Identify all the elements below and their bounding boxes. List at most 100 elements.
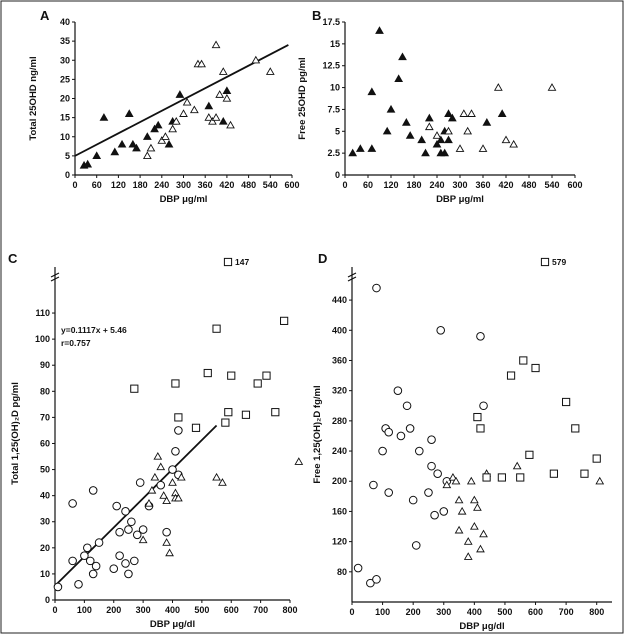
data-point: [212, 472, 221, 481]
data-point: [83, 543, 92, 553]
x-tick-label: 120: [111, 180, 126, 190]
data-point: [469, 495, 479, 504]
x-tick-label: 0: [72, 180, 77, 190]
data-point: [348, 148, 358, 157]
x-tick-label: 0: [349, 607, 354, 617]
data-point: [408, 495, 418, 505]
data-point: [218, 478, 227, 486]
data-point: [208, 116, 217, 125]
axis-break-mark: [50, 276, 60, 282]
data-point: [547, 83, 557, 91]
data-point: [476, 332, 485, 341]
data-point: [164, 139, 174, 148]
data-point: [427, 435, 436, 445]
x-tick-label: 180: [406, 180, 421, 190]
data-point: [473, 412, 482, 422]
x-tick-label: 700: [253, 605, 268, 615]
data-point: [512, 461, 522, 470]
y-tick-label: 50: [40, 465, 50, 475]
data-point: [80, 551, 89, 560]
data-point: [157, 136, 167, 144]
y-tick-label: 17.5: [322, 17, 340, 27]
panel-a: A 0 60 120 180 240 300 360 420 480 540 600 0 5 10 15 20 2…: [28, 8, 300, 205]
data-point: [203, 368, 212, 378]
data-point: [549, 469, 558, 478]
data-point: [440, 148, 450, 157]
data-point: [493, 83, 503, 91]
data-point: [83, 159, 93, 168]
y-tick-label: 160: [332, 506, 347, 516]
data-point: [405, 131, 415, 139]
data-point: [173, 493, 183, 502]
x-tick-label: 100: [77, 605, 92, 615]
panel-c: C 0 100 200 300 400 500 600 700 800 0 10 20 30 40 50 60 7…: [8, 251, 304, 630]
data-point: [115, 527, 124, 537]
data-point: [436, 325, 446, 335]
data-point: [144, 498, 154, 507]
data-point: [115, 551, 124, 560]
data-point: [482, 118, 492, 126]
data-point: [212, 324, 221, 333]
data-point: [204, 113, 214, 121]
data-point: [53, 582, 63, 592]
data-point: [174, 413, 183, 422]
data-point: [121, 507, 130, 516]
data-point: [393, 386, 403, 395]
data-point: [117, 139, 127, 148]
data-point: [439, 507, 449, 516]
data-point: [92, 151, 102, 160]
y-axis-title: Total 25OHD ng/ml: [28, 56, 39, 140]
data-point: [150, 472, 160, 481]
y-axis-title: Free 1,25(OH)₂D fg/ml: [312, 385, 323, 483]
data-point: [367, 144, 377, 152]
y-tick-label: 200: [332, 476, 347, 486]
data-point: [382, 126, 392, 135]
data-point: [74, 580, 83, 589]
data-point: [444, 109, 453, 117]
data-point: [372, 575, 381, 584]
data-point: [432, 139, 442, 148]
y-tick-label: 360: [332, 355, 347, 365]
x-tick-label: 600: [567, 180, 582, 190]
data-point: [451, 476, 461, 485]
data-point: [384, 427, 394, 437]
data-point: [271, 408, 280, 417]
panel-letter: C: [8, 251, 18, 266]
data-point: [162, 527, 171, 537]
data-point: [378, 446, 387, 456]
x-tick-label: 360: [475, 180, 490, 190]
data-point: [138, 525, 148, 534]
data-point: [147, 485, 157, 494]
y-tick-label: 80: [40, 386, 50, 396]
y-axis-title: Free 25OHD pg/ml: [297, 57, 308, 139]
data-point: [294, 457, 304, 465]
y-tick-label: 12.5: [322, 61, 340, 71]
data-point: [109, 564, 119, 573]
data-point: [241, 410, 251, 419]
outlier-marker: [223, 257, 233, 267]
correlation-value: r=0.757: [61, 338, 91, 348]
data-point: [222, 93, 232, 102]
data-point: [501, 135, 511, 144]
data-point: [221, 418, 230, 427]
data-point: [124, 109, 134, 117]
x-tick-label: 300: [452, 180, 467, 190]
data-point: [171, 379, 180, 388]
data-point: [215, 90, 225, 98]
data-point: [280, 316, 289, 325]
data-point: [580, 469, 589, 478]
x-tick-label: 600: [224, 605, 239, 615]
data-point: [398, 52, 407, 61]
y-tick-label: 5: [335, 126, 340, 136]
y-tick-label: 0: [335, 170, 340, 180]
data-point: [424, 113, 434, 122]
data-point: [162, 496, 172, 505]
data-point: [88, 486, 98, 495]
x-tick-label: 500: [194, 605, 209, 615]
data-point: [110, 147, 120, 156]
y-axis-title: Total 1,25(OH)₂D pg/ml: [10, 382, 21, 485]
data-point: [353, 563, 363, 573]
x-tick-label: 420: [498, 180, 513, 190]
